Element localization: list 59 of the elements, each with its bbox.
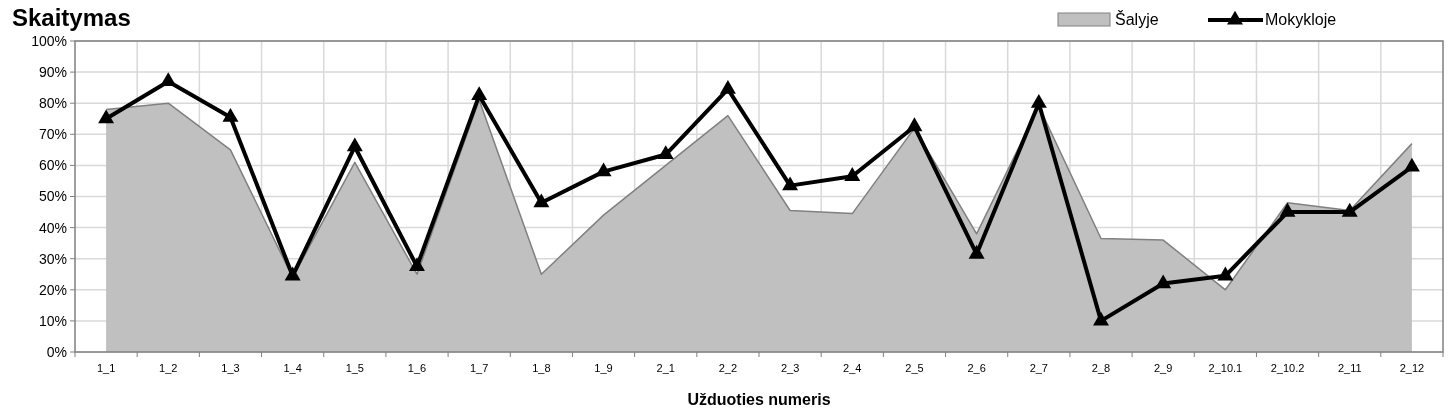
x-tick-label: 2_10.2 — [1270, 362, 1305, 374]
x-tick-label: 2_5 — [905, 362, 924, 374]
x-tick-label: 2_11 — [1337, 362, 1362, 374]
point — [1030, 94, 1047, 108]
point — [222, 107, 239, 122]
y-tick-label: 40% — [38, 219, 67, 236]
point — [284, 266, 301, 281]
x-tick-label: 1_5 — [345, 362, 364, 374]
x-tick-label: 1_3 — [221, 362, 240, 374]
x-tick-label: 2_9 — [1154, 362, 1173, 374]
point — [782, 176, 799, 191]
y-tick-label: 0% — [46, 343, 67, 360]
x-tick-label: 2_8 — [1091, 362, 1111, 374]
x-tick-label: 1_9 — [594, 362, 613, 374]
y-tick-label: 80% — [38, 95, 67, 112]
x-tick-label: 1_4 — [283, 362, 302, 374]
x-tick-label: 1_1 — [96, 362, 116, 374]
y-tick-label: 50% — [38, 188, 67, 205]
x-tick-label: 1_7 — [470, 362, 489, 374]
point — [657, 145, 674, 160]
x-tick-label: 1_8 — [532, 362, 551, 374]
legend-label: Šalyje — [1115, 10, 1159, 28]
x-tick-label: 1_6 — [407, 362, 427, 374]
x-tick-label: 2_1 — [656, 362, 675, 374]
point — [844, 167, 861, 181]
point — [1341, 202, 1358, 217]
point — [595, 162, 612, 177]
x-tick-label: 2_6 — [967, 362, 986, 374]
point — [160, 72, 177, 87]
point — [906, 117, 923, 132]
x-tick-label: 2_7 — [1029, 362, 1048, 374]
y-tick-label: 90% — [38, 64, 67, 80]
legend-label: Mokykloje — [1265, 11, 1337, 28]
y-tick-label: 20% — [38, 281, 67, 298]
x-tick-label: 1_2 — [159, 362, 178, 374]
y-tick-label: 60% — [38, 157, 67, 174]
point — [1155, 274, 1172, 289]
y-tick-label: 10% — [38, 312, 67, 329]
y-tick-label: 70% — [38, 126, 67, 143]
chart-title: Skaitymas — [12, 4, 131, 31]
point — [471, 86, 488, 101]
x-axis-title: Užduoties numeris — [687, 391, 831, 408]
y-tick-label: 30% — [38, 250, 67, 267]
point — [533, 193, 550, 208]
point — [1279, 202, 1296, 217]
x-tick-label: 2_10.1 — [1208, 362, 1243, 374]
point — [98, 109, 115, 124]
x-tick-label: 2_4 — [843, 362, 862, 374]
point — [1403, 157, 1420, 172]
x-tick-label: 2_12 — [1399, 362, 1425, 374]
point — [719, 80, 736, 94]
point — [1217, 266, 1234, 281]
point — [346, 137, 363, 152]
point — [1093, 311, 1109, 326]
y-tick-label: 100% — [31, 32, 67, 49]
point — [409, 257, 425, 272]
point — [968, 244, 985, 259]
x-tick-label: 2_2 — [718, 362, 738, 374]
x-tick-label: 2_3 — [780, 362, 800, 374]
